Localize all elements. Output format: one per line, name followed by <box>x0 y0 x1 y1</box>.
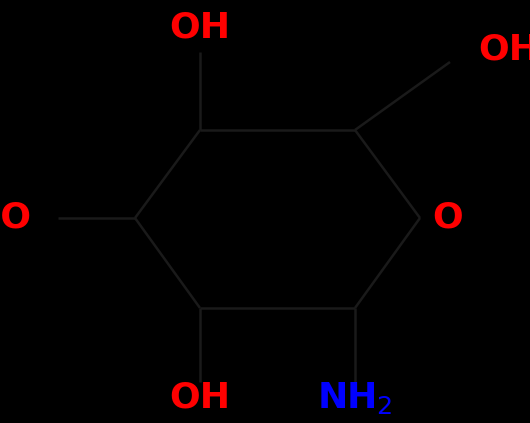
Text: O: O <box>432 201 463 235</box>
Text: NH$_2$: NH$_2$ <box>317 380 393 416</box>
Text: OH: OH <box>478 33 530 67</box>
Text: HO: HO <box>0 201 32 235</box>
Text: OH: OH <box>170 11 231 45</box>
Text: OH: OH <box>170 381 231 415</box>
